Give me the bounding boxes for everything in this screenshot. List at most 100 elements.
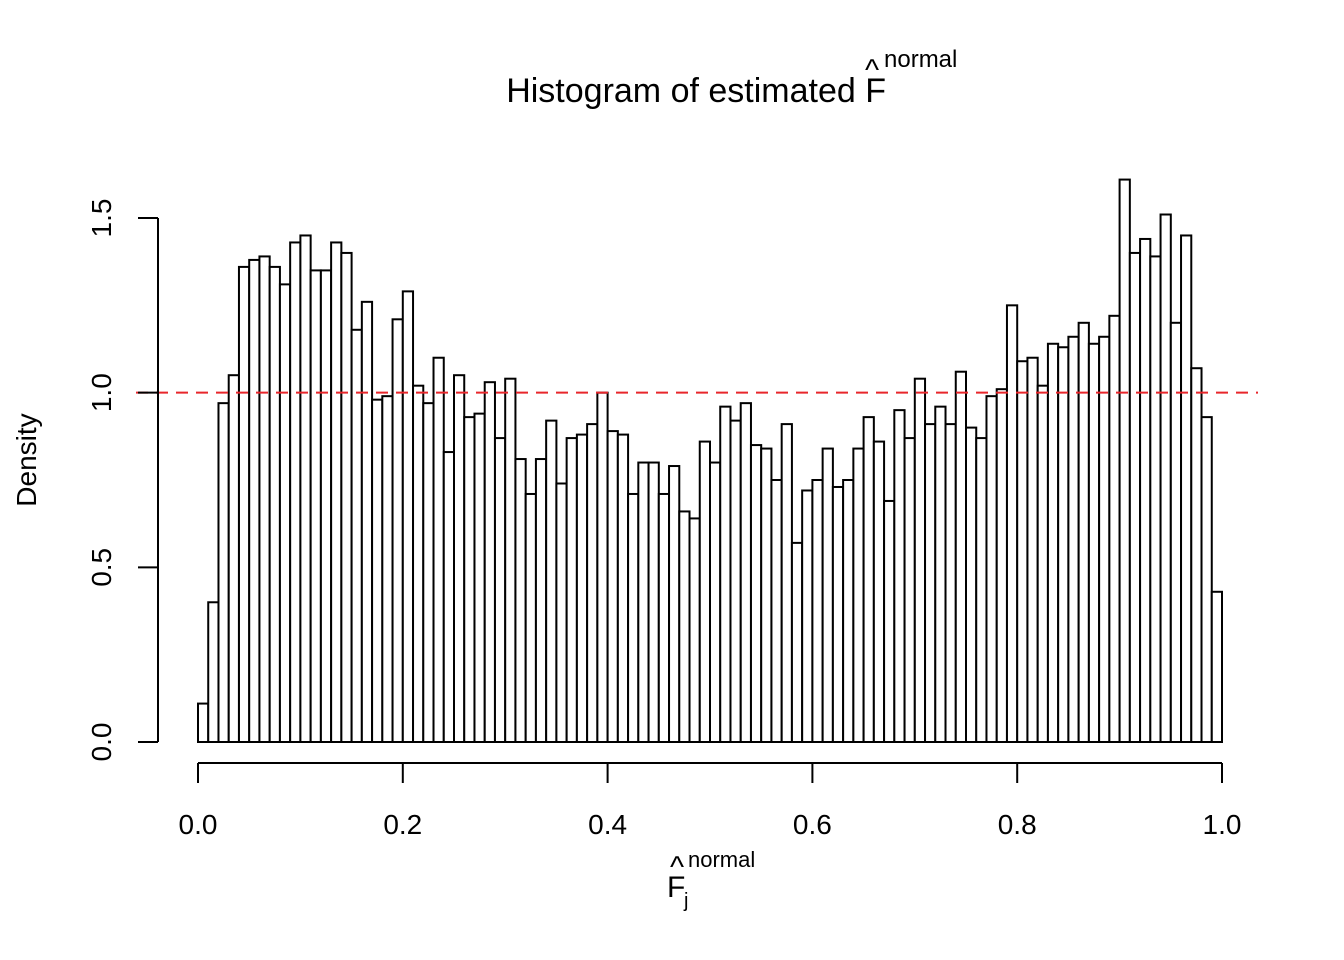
histogram-bar-71 <box>924 423 937 743</box>
histogram-bar-25 <box>453 374 466 743</box>
x-axis-label-hat: ^ <box>670 851 684 884</box>
histogram-bar-21 <box>412 384 425 743</box>
histogram-bar-84 <box>1057 346 1070 743</box>
histogram-bar-1 <box>207 601 220 743</box>
histogram-bar-41 <box>616 433 630 743</box>
histogram-bar-47 <box>678 510 691 743</box>
histogram-bar-60 <box>811 479 824 743</box>
histogram-bar-59 <box>801 489 814 744</box>
histogram-bar-81 <box>1026 356 1039 743</box>
histogram-bar-38 <box>586 423 599 743</box>
histogram-bar-40 <box>606 430 619 743</box>
histogram-bar-74 <box>954 370 968 743</box>
histogram-bar-70 <box>913 377 927 743</box>
histogram-bar-95 <box>1169 321 1183 743</box>
histogram-bar-79 <box>1005 304 1019 743</box>
histogram-bar-6 <box>258 255 271 743</box>
histogram-bar-53 <box>739 402 752 743</box>
histogram-bar-77 <box>985 395 998 743</box>
histogram-bar-72 <box>934 405 947 743</box>
histogram-bar-3 <box>227 374 240 743</box>
histogram-bars <box>197 178 1224 744</box>
histogram-bar-51 <box>719 405 732 743</box>
histogram-bar-55 <box>760 447 773 743</box>
x-axis: 0.0 0.2 0.4 0.6 0.8 1.0 <box>179 762 1241 840</box>
histogram-bar-4 <box>237 265 251 743</box>
chart-title-text: Histogram of estimated F <box>506 72 886 110</box>
histogram-bar-2 <box>217 402 230 743</box>
histogram-bar-98 <box>1200 416 1213 743</box>
histogram-bar-82 <box>1036 384 1049 743</box>
y-axis: 0.0 0.5 1.0 1.5 <box>86 199 159 762</box>
y-tick-label-0: 0.0 <box>86 723 117 762</box>
histogram-bar-88 <box>1098 335 1111 743</box>
chart-title-hat: ^ <box>865 54 879 87</box>
histogram-bar-45 <box>657 492 671 743</box>
histogram-bar-89 <box>1108 314 1121 743</box>
histogram-bar-19 <box>391 318 404 743</box>
histogram-bar-57 <box>780 423 793 743</box>
histogram-bar-52 <box>729 419 742 743</box>
histogram-bar-78 <box>995 388 1008 743</box>
histogram-bar-64 <box>852 447 865 743</box>
histogram-bar-87 <box>1087 342 1101 743</box>
x-axis-label-superscript: normal <box>688 847 755 872</box>
y-axis-label: Density <box>11 413 42 506</box>
histogram-bar-28 <box>483 381 496 743</box>
histogram-bar-35 <box>555 482 568 743</box>
histogram-bar-85 <box>1067 335 1080 743</box>
histogram-bar-92 <box>1139 237 1152 744</box>
histogram-bar-93 <box>1149 255 1162 743</box>
histogram-bar-69 <box>903 437 916 743</box>
histogram-bar-17 <box>371 398 384 743</box>
y-tick-label-2: 1.0 <box>86 373 117 412</box>
histogram-bar-43 <box>637 461 650 743</box>
histogram-bar-29 <box>493 437 507 743</box>
histogram-bar-99 <box>1210 590 1224 744</box>
histogram-bar-86 <box>1077 321 1090 743</box>
histogram-bar-50 <box>709 461 722 743</box>
histogram-bar-39 <box>596 391 609 743</box>
histogram-bar-24 <box>442 451 456 743</box>
histogram-bar-65 <box>862 416 875 743</box>
histogram-bar-42 <box>627 492 640 743</box>
histogram-bar-22 <box>422 402 435 743</box>
histogram-bar-56 <box>770 479 783 743</box>
histogram-bar-90 <box>1118 178 1131 744</box>
x-tick-label-1: 0.2 <box>383 809 422 840</box>
histogram-bar-75 <box>965 426 978 743</box>
x-tick-label-3: 0.6 <box>793 809 832 840</box>
histogram-bar-68 <box>893 409 906 743</box>
histogram-bar-37 <box>575 433 589 743</box>
x-axis-label: F ^ j normal <box>667 847 755 912</box>
histogram-bar-7 <box>268 265 281 743</box>
histogram-bar-12 <box>319 269 333 743</box>
histogram-bar-34 <box>545 419 558 743</box>
histogram-bar-10 <box>299 234 312 743</box>
histogram-bar-15 <box>350 328 363 743</box>
histogram-bar-48 <box>688 517 701 744</box>
histogram-bar-61 <box>821 447 834 743</box>
histogram-bar-49 <box>698 440 712 743</box>
histogram-bar-66 <box>872 440 886 743</box>
histogram-bar-91 <box>1128 251 1142 744</box>
histogram-bar-18 <box>381 395 394 743</box>
histogram-bar-96 <box>1180 234 1193 743</box>
histogram-bar-94 <box>1159 213 1172 744</box>
histogram-bar-30 <box>504 377 517 743</box>
x-tick-label-2: 0.4 <box>588 809 627 840</box>
histogram-bar-11 <box>309 269 322 743</box>
x-axis-label-subscript: j <box>683 890 688 912</box>
histogram-bar-26 <box>463 416 476 743</box>
histogram-bar-97 <box>1190 367 1203 743</box>
histogram-bar-27 <box>473 412 486 743</box>
x-axis-label-text: F <box>667 871 685 904</box>
histogram-bar-67 <box>883 499 896 743</box>
histogram-bar-76 <box>975 437 988 743</box>
histogram-bar-16 <box>360 300 374 743</box>
histogram-bar-9 <box>289 241 302 743</box>
histogram-bar-8 <box>278 283 292 743</box>
histogram-bar-44 <box>647 461 660 743</box>
histogram-bar-31 <box>514 458 527 743</box>
